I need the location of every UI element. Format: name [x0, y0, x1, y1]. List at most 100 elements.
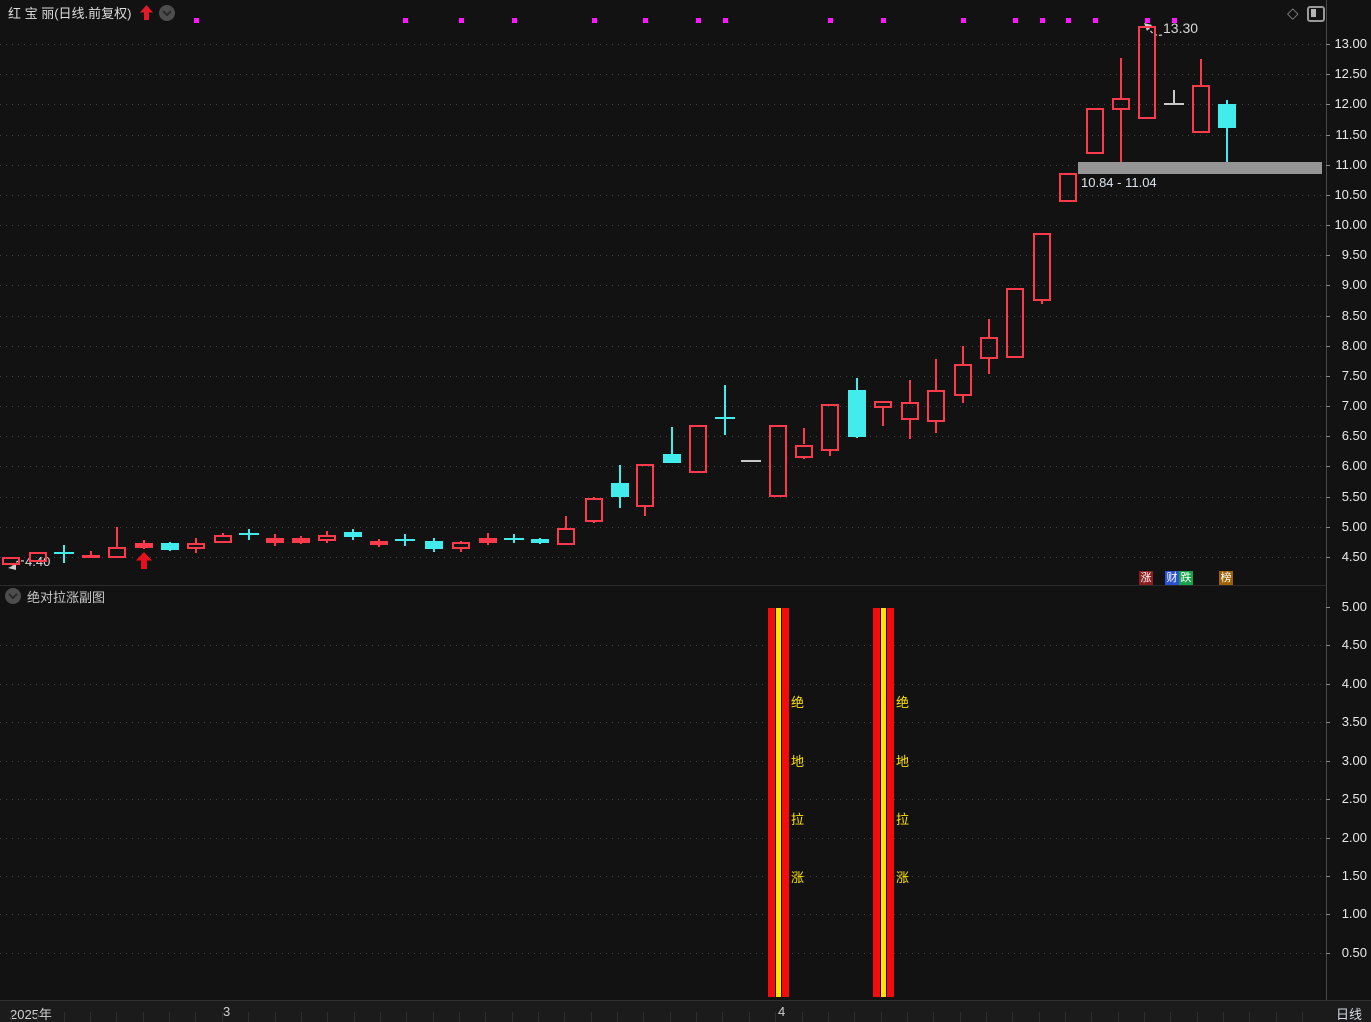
- candle-wick: [274, 543, 276, 546]
- period-label[interactable]: 日线: [1336, 1007, 1363, 1022]
- time-tick: [433, 1012, 434, 1022]
- bar-label-char: 涨: [790, 870, 804, 885]
- candle-body-up: [108, 547, 126, 558]
- signal-dot: [961, 18, 966, 23]
- candle-wick: [300, 543, 302, 544]
- y-axis-label: 11.00: [1335, 157, 1367, 172]
- axis-tick: [1326, 285, 1330, 286]
- badge-zhang[interactable]: 涨: [1139, 571, 1153, 585]
- signal-dot: [592, 18, 597, 23]
- y-axis-label: 5.00: [1341, 519, 1367, 534]
- panel-separator: [0, 585, 1326, 586]
- candle-wick: [671, 427, 673, 463]
- chart-header: 红 宝 丽(日线.前复权): [0, 0, 1371, 25]
- time-tick: [37, 1012, 38, 1022]
- candle-wick: [326, 531, 328, 535]
- bar-label-char: 拉: [790, 812, 804, 827]
- candle-body-down: [611, 483, 629, 497]
- axis-tick: [1326, 135, 1330, 136]
- grid-line: [0, 466, 1325, 467]
- badge-bang[interactable]: 榜: [1219, 571, 1233, 585]
- candle-wick: [829, 451, 831, 456]
- grid-line: [0, 527, 1325, 528]
- axis-tick: [1326, 953, 1330, 954]
- collapse-sub-chart-button[interactable]: [5, 588, 21, 604]
- time-tick: [591, 1012, 592, 1022]
- grid-line: [0, 74, 1325, 75]
- time-tick: [828, 1012, 829, 1022]
- candle-body-up: [1138, 26, 1156, 119]
- y-axis-label: 6.00: [1341, 458, 1367, 473]
- time-tick: [696, 1012, 697, 1022]
- y-axis-label: 3.50: [1341, 714, 1367, 729]
- y-axis-label: 4.00: [1341, 676, 1367, 691]
- candle-body-up: [1086, 108, 1104, 154]
- axis-tick: [1326, 466, 1330, 467]
- time-tick: [1012, 1012, 1013, 1022]
- collapse-main-chart-button[interactable]: [158, 4, 175, 21]
- panel-toggle-icon[interactable]: [1307, 6, 1325, 22]
- time-tick: [248, 1012, 249, 1022]
- candle-body-up: [187, 543, 205, 549]
- axis-tick: [1326, 165, 1330, 166]
- time-tick: [854, 1012, 855, 1022]
- candle-body-up: [82, 555, 100, 558]
- y-axis-label: 9.50: [1341, 247, 1367, 262]
- time-tick: [564, 1012, 565, 1022]
- grid-line: [0, 876, 1325, 877]
- time-tick: [1039, 1012, 1040, 1022]
- candle-wick: [487, 543, 489, 545]
- grid-line: [0, 104, 1325, 105]
- candle-wick: [274, 534, 276, 538]
- time-tick: [802, 1012, 803, 1022]
- time-tick: [512, 1012, 513, 1022]
- grid-line: [0, 165, 1325, 166]
- time-tick: [354, 1012, 355, 1022]
- grid-line: [0, 436, 1325, 437]
- time-tick: [459, 1012, 460, 1022]
- gap-range-label: 10.84 - 11.04: [1081, 175, 1157, 190]
- candle-wick: [962, 396, 964, 403]
- badge-cai[interactable]: 财: [1165, 571, 1179, 585]
- diamond-icon[interactable]: ◇: [1287, 5, 1299, 22]
- grid-line: [0, 953, 1325, 954]
- candle-wick: [63, 545, 65, 563]
- time-tick: [881, 1012, 882, 1022]
- candle-body-down: [161, 543, 179, 550]
- bar-label-char: 绝: [895, 695, 909, 710]
- badge-die[interactable]: 跌: [1179, 571, 1193, 585]
- time-tick: [169, 1012, 170, 1022]
- candle-wick: [565, 516, 567, 528]
- candle-wick: [803, 428, 805, 444]
- time-tick: [301, 1012, 302, 1022]
- candle-wick: [1226, 100, 1228, 162]
- candle-doji: [504, 538, 524, 540]
- grid-line: [0, 346, 1325, 347]
- candle-body-up: [901, 402, 919, 420]
- candle-body-up: [557, 528, 575, 545]
- time-tick: [116, 1012, 117, 1022]
- signal-dot: [881, 18, 886, 23]
- up-arrow-icon: [139, 5, 153, 20]
- candle-body-up: [1192, 85, 1210, 133]
- candle-body-up: [318, 535, 336, 541]
- axis-tick: [1326, 346, 1330, 347]
- time-tick: [722, 1012, 723, 1022]
- time-tick: [143, 1012, 144, 1022]
- axis-border: [1326, 0, 1327, 1022]
- time-tick: [195, 1012, 196, 1022]
- signal-bar-stripe: [776, 608, 781, 997]
- y-axis-label: 7.00: [1341, 398, 1367, 413]
- bar-label-char: 地: [790, 754, 804, 769]
- candle-body-up: [370, 541, 388, 545]
- y-axis-label: 1.50: [1341, 868, 1367, 883]
- candle-wick: [90, 551, 92, 555]
- time-tick: [960, 1012, 961, 1022]
- candle-body-up: [2, 557, 20, 565]
- grid-line: [0, 914, 1325, 915]
- candle-wick: [300, 536, 302, 538]
- candle-doji: [715, 417, 735, 419]
- candle-doji: [54, 552, 74, 554]
- candle-body-up: [29, 552, 47, 562]
- panel-fill: [1311, 9, 1316, 17]
